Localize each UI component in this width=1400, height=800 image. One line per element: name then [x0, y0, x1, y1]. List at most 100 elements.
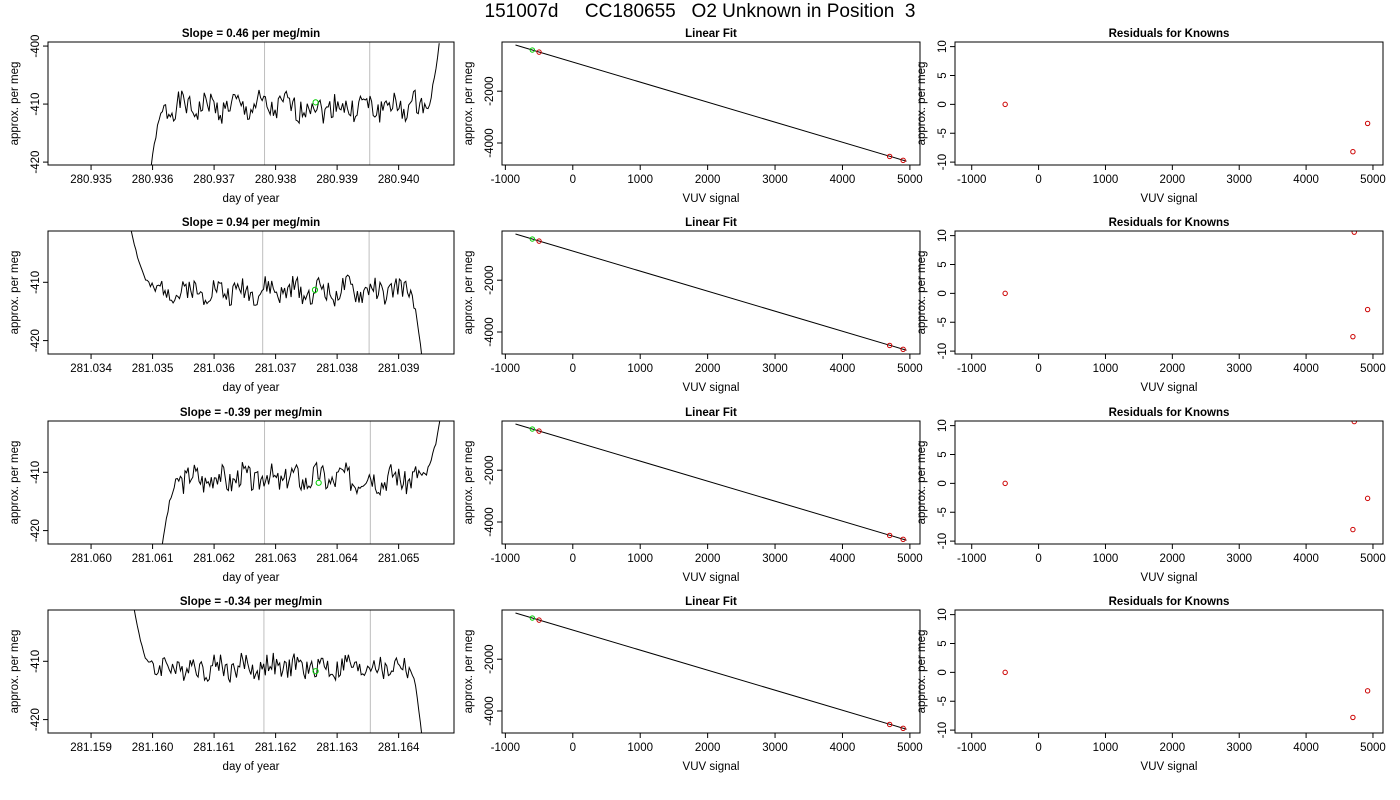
y-axis-label: approx. per meg	[916, 62, 928, 146]
x-tick-label: 3000	[762, 742, 788, 754]
x-tick-label: 0	[570, 553, 576, 565]
plot-area	[515, 44, 907, 164]
panel-title: Slope = -0.39 per meg/min	[180, 407, 322, 419]
x-tick-label: 2000	[1160, 174, 1186, 186]
y-tick-label: -4000	[484, 317, 496, 346]
data-point-red	[1002, 290, 1008, 297]
data-point-red	[1351, 231, 1357, 235]
plot-frame	[47, 41, 455, 166]
plot-frame	[47, 230, 455, 355]
y-axis-label: approx. per meg	[9, 62, 21, 146]
plot-area	[515, 612, 907, 732]
x-tick-label: 280.936	[132, 174, 174, 186]
y-tick-label: -2000	[484, 644, 496, 673]
y-tick-label: -10	[937, 343, 949, 360]
y-tick-label: -410	[30, 461, 42, 484]
y-tick-label: 5	[937, 640, 949, 646]
x-tick-label: 3000	[1226, 174, 1252, 186]
panel-title: Linear Fit	[685, 217, 737, 229]
y-tick-label: -4000	[484, 128, 496, 157]
x-tick-label: 2000	[1160, 363, 1186, 375]
y-tick-label: 0	[937, 101, 949, 107]
data-point-red	[900, 346, 906, 353]
x-axis-label: day of year	[223, 193, 280, 205]
y-tick-label: -420	[30, 329, 42, 352]
x-tick-label: 281.064	[316, 553, 358, 565]
x-tick-label: 4000	[830, 553, 856, 565]
x-tick-label: 281.038	[316, 363, 358, 375]
plot-frame	[501, 41, 921, 166]
y-tick-label: -410	[30, 271, 42, 294]
x-axis-label: VUV signal	[1141, 761, 1198, 773]
panel-r3c1: Slope = -0.39 per meg/min 281.060 281.061 2…	[9, 407, 455, 584]
plot-area	[1002, 421, 1371, 533]
x-tick-label: 281.161	[193, 742, 235, 754]
y-axis-label: approx. per meg	[916, 630, 928, 714]
y-tick-label: 10	[937, 419, 949, 432]
plot-area	[1002, 101, 1371, 155]
data-point-red	[1350, 149, 1356, 155]
panel-r1c2: Linear Fit -1000 0 1000 2000 3000 4000 5000 -400…	[463, 28, 923, 205]
x-tick-label: 5000	[1360, 363, 1386, 375]
data-point-red	[536, 617, 542, 623]
data-point-green	[529, 236, 536, 242]
x-axis-label: VUV signal	[1141, 572, 1198, 584]
y-tick-label: 10	[937, 40, 949, 53]
x-tick-label: 0	[1035, 363, 1041, 375]
data-point-red	[900, 725, 906, 732]
data-point-red	[900, 157, 906, 164]
panel-title: Slope = 0.94 per meg/min	[182, 217, 320, 229]
fit-line	[515, 612, 907, 730]
x-tick-label: 1000	[627, 363, 653, 375]
data-point-red	[536, 49, 542, 55]
y-tick-label: -410	[30, 93, 42, 116]
panel-title: Linear Fit	[685, 407, 737, 419]
x-tick-label: 4000	[1293, 363, 1319, 375]
x-tick-label: 4000	[830, 174, 856, 186]
plot-area	[161, 421, 441, 544]
y-tick-label: 5	[937, 261, 949, 267]
y-axis-label: approx. per meg	[916, 251, 928, 335]
x-tick-label: -1000	[957, 742, 986, 754]
x-tick-label: 3000	[1226, 553, 1252, 565]
x-tick-label: 5000	[1360, 742, 1386, 754]
x-tick-label: 2000	[1160, 742, 1186, 754]
x-tick-label: 281.034	[70, 363, 112, 375]
marker-point	[312, 99, 319, 106]
panel-title: Slope = 0.46 per meg/min	[182, 28, 320, 40]
x-tick-label: 281.039	[378, 363, 420, 375]
x-tick-label: -1000	[491, 363, 520, 375]
x-tick-label: -1000	[957, 363, 986, 375]
y-tick-label: -5	[937, 317, 949, 327]
y-axis-label: approx. per meg	[9, 251, 21, 335]
panel-r2c1: Slope = 0.94 per meg/min 281.034 281.035 28…	[9, 217, 455, 394]
x-tick-label: -1000	[957, 553, 986, 565]
plot-frame	[954, 420, 1384, 545]
plot-frame	[47, 609, 455, 734]
x-tick-label: 1000	[627, 174, 653, 186]
y-tick-label: -4000	[484, 507, 496, 536]
data-point-red	[536, 428, 542, 434]
plot-frame	[47, 420, 455, 545]
y-tick-label: 10	[937, 229, 949, 242]
x-tick-label: 281.062	[193, 553, 235, 565]
x-tick-label: 0	[1035, 553, 1041, 565]
data-point-green	[529, 47, 536, 53]
x-tick-label: 281.035	[132, 363, 174, 375]
x-tick-label: 280.940	[378, 174, 420, 186]
data-trace	[150, 43, 440, 165]
panel-r4c3: Residuals for Knowns -1000 0 1000 2000 3000 40…	[916, 596, 1386, 773]
x-tick-label: 5000	[1360, 174, 1386, 186]
x-tick-label: -1000	[491, 553, 520, 565]
x-axis-label: VUV signal	[1141, 382, 1198, 394]
x-tick-label: 281.065	[378, 553, 420, 565]
panel-title: Residuals for Knowns	[1109, 596, 1230, 608]
x-tick-label: 3000	[762, 553, 788, 565]
panel-r2c2: Linear Fit -1000 0 1000 2000 3000 4000 5000 -400…	[463, 217, 923, 394]
x-tick-label: 1000	[627, 553, 653, 565]
x-axis-label: VUV signal	[683, 193, 740, 205]
y-tick-label: 0	[937, 480, 949, 486]
plot-area	[130, 231, 423, 354]
plot-frame	[501, 609, 921, 734]
